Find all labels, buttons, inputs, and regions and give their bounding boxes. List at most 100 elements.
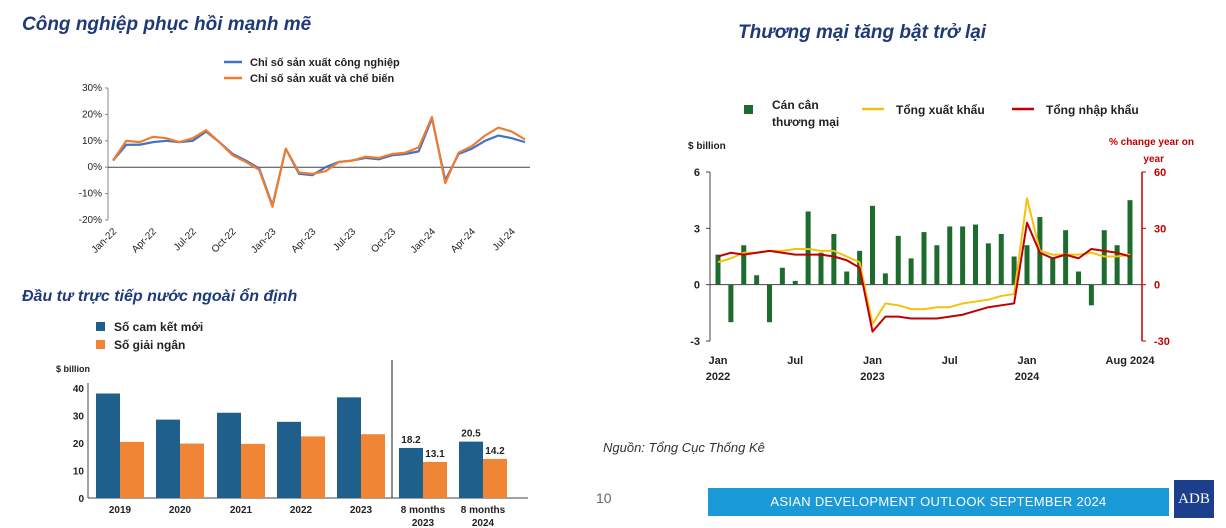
legend-label: Số cam kết mới [114,320,203,334]
adb-logo: ADB [1174,480,1214,518]
bar [423,461,447,498]
y-tick-label: 30% [82,83,102,94]
series-line [112,117,526,207]
x-tick-year: 2022 [706,371,730,383]
industry-chart-title: Công nghiệp phục hồi mạnh mẽ [22,14,312,35]
bar [156,419,180,498]
series-line [717,197,1131,326]
x-tick-label: 2022 [290,505,313,516]
trade-combo-chart: Cán cân thương mại Tổng xuất khẩu Tổng nhập… [688,98,1194,383]
legend-label: thương mại [772,115,839,129]
bar [217,412,241,498]
fdi-chart-title: Đầu tư trực tiếp nước ngoài ổn định [22,288,298,305]
x-tick-label: 2023 [350,505,373,516]
bar [361,434,385,498]
bar [459,441,483,498]
bar [1024,245,1030,285]
bar [1076,271,1081,285]
x-tick-label: Apr-23 [289,226,318,255]
bar [767,284,772,323]
right-unit-label: year [1143,154,1164,165]
bar [818,252,824,285]
bar [1114,245,1120,285]
bar [779,267,785,285]
y-tick-label: 0 [78,494,84,505]
industry-line-chart: Chỉ số sản xuất công nghiệp Chỉ số sản xu… [79,57,530,256]
bar [960,226,966,285]
bar [180,443,204,498]
x-tick-label: 2023 [412,518,435,528]
x-tick-label: Oct-23 [369,226,398,255]
bar [741,245,747,285]
y-unit-label: $ billion [56,364,90,374]
y-tick-label: 0% [88,162,103,173]
x-tick-label: Jan [863,355,882,367]
data-label: 13.1 [425,449,445,460]
legend-label: Số giải ngân [114,338,185,352]
left-tick-label: -3 [690,336,700,348]
bar [241,443,265,498]
x-tick-label: Apr-22 [130,226,159,255]
legend-swatch [96,340,105,349]
x-tick-label: Jul [942,355,958,367]
left-tick-label: 0 [694,280,700,292]
bar [921,232,927,285]
y-tick-label: 40 [73,384,85,395]
bar [895,235,901,285]
bar [728,284,734,323]
x-tick-label: Jan-22 [90,226,120,256]
bar [973,224,978,285]
bar [934,245,940,285]
bar [844,271,850,285]
y-tick-label: 10% [82,136,102,147]
bar [754,275,760,285]
source-note: Nguồn: Tổng Cục Thống Kê [603,440,765,455]
legend-label: Tổng nhập khẩu [1046,103,1139,117]
x-tick-label: Apr-24 [449,226,478,255]
x-tick-label: 2024 [472,518,495,528]
x-tick-year: 2023 [860,371,884,383]
right-tick-label: -30 [1154,336,1170,348]
bar [998,233,1004,285]
x-tick-label: 2019 [109,505,132,516]
bar [483,458,507,498]
y-tick-label: -20% [79,215,102,226]
y-tick-label: 20 [73,439,85,450]
y-tick-label: 20% [82,109,102,120]
bar [908,258,914,285]
legend-label: Tổng xuất khẩu [896,103,985,117]
bar [1088,284,1094,306]
x-tick-label: Jul-23 [331,226,358,253]
trade-chart-title: Thương mại tăng bật trở lại [738,22,987,43]
x-tick-year: 2024 [1015,371,1040,383]
left-unit-label: $ billion [688,141,726,152]
series-line [717,221,1131,333]
x-tick-label: Jul [787,355,803,367]
y-tick-label: 30 [73,412,85,423]
x-tick-label: Jan [1018,355,1037,367]
data-label: 14.2 [485,446,505,457]
x-tick-label: Aug 2024 [1106,355,1156,367]
bar [1050,258,1056,285]
bar [120,441,144,498]
bar [1011,256,1017,285]
bar [301,436,325,498]
left-tick-label: 3 [694,223,700,235]
x-tick-label: 2021 [230,505,253,516]
bar [399,447,423,498]
bar [870,205,875,285]
x-tick-label: Jan [709,355,728,367]
report-banner: ASIAN DEVELOPMENT OUTLOOK SEPTEMBER 2024 [708,488,1169,516]
x-tick-label: 8 months [461,505,506,516]
x-tick-label: Oct-22 [210,226,239,255]
x-tick-label: Jul-22 [172,226,199,253]
x-tick-label: 2020 [169,505,192,516]
bar [715,254,721,285]
x-tick-label: Jul-24 [491,226,518,253]
bar [985,243,991,285]
fdi-bar-chart: Số cam kết mới Số giải ngân $ billion 0 10 20… [56,320,528,528]
bar [277,421,301,498]
right-tick-label: 60 [1154,167,1166,179]
x-tick-label: 8 months [401,505,446,516]
legend-swatch [744,105,753,114]
